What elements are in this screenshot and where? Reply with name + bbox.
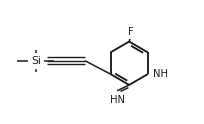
Text: Si: Si: [31, 56, 41, 66]
Text: NH: NH: [152, 69, 167, 79]
Text: HN: HN: [110, 95, 125, 106]
Text: F: F: [127, 27, 133, 37]
